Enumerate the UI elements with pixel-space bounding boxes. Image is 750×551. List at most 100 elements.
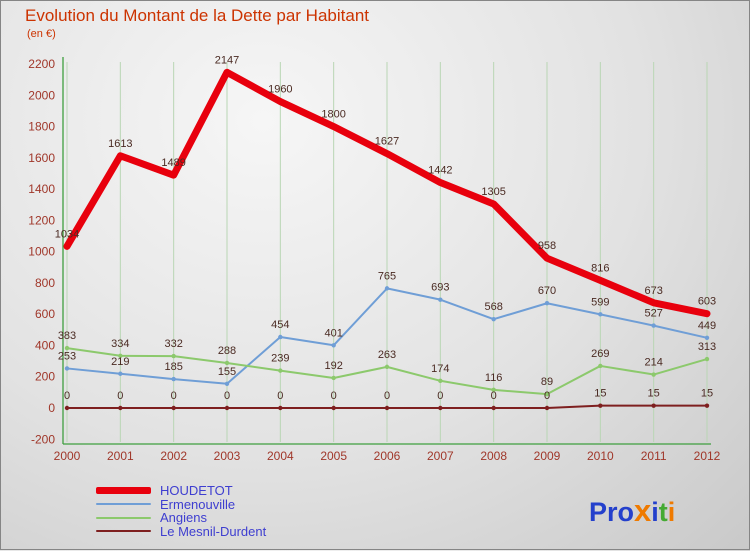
legend-item: HOUDETOT [96,484,266,498]
legend-line-sample [96,487,151,495]
svg-text:0: 0 [331,390,337,402]
svg-text:0: 0 [171,390,177,402]
proxiti-logo-letter: r [607,497,618,527]
legend-item: Ermenouville [96,498,266,512]
svg-text:0: 0 [491,390,497,402]
svg-text:155: 155 [218,366,236,378]
svg-text:253: 253 [58,350,76,362]
svg-text:1800: 1800 [321,109,345,121]
svg-text:1627: 1627 [375,136,399,148]
svg-text:693: 693 [431,282,449,294]
legend-label: Le Mesnil-Durdent [160,523,267,539]
svg-text:1034: 1034 [55,228,79,240]
svg-text:116: 116 [485,372,503,384]
svg-text:400: 400 [35,338,55,352]
svg-text:174: 174 [431,363,449,375]
svg-text:0: 0 [224,390,230,402]
svg-text:2000: 2000 [54,449,81,463]
svg-text:383: 383 [58,330,76,342]
svg-text:527: 527 [644,308,662,320]
svg-text:765: 765 [378,270,396,282]
chart-subtitle: (en €) [27,28,56,40]
svg-text:0: 0 [277,390,283,402]
svg-text:288: 288 [218,345,236,357]
svg-text:0: 0 [437,390,443,402]
svg-text:1000: 1000 [28,245,55,259]
legend-label: Ermenouville [160,496,236,512]
svg-text:1960: 1960 [268,84,292,96]
svg-text:2010: 2010 [587,449,614,463]
svg-text:454: 454 [271,319,289,331]
svg-text:670: 670 [538,285,556,297]
proxiti-logo: Proxiti [589,493,675,529]
legend-item: Angiens [96,511,266,525]
proxiti-logo-letter: x [634,493,652,528]
svg-text:2003: 2003 [214,449,241,463]
svg-text:2002: 2002 [160,449,187,463]
legend-label: Angiens [160,510,207,526]
proxiti-logo-letter: o [617,497,635,527]
svg-text:1800: 1800 [28,120,55,134]
chart-title: Evolution du Montant de la Dette par Hab… [25,6,369,25]
svg-text:2008: 2008 [480,449,507,463]
svg-text:15: 15 [701,388,713,400]
svg-text:958: 958 [538,240,556,252]
svg-text:2006: 2006 [374,449,401,463]
proxiti-logo-letter: i [651,497,659,527]
svg-text:800: 800 [35,276,55,290]
svg-text:673: 673 [644,285,662,297]
svg-text:1442: 1442 [428,165,452,177]
svg-text:15: 15 [648,388,660,400]
svg-text:334: 334 [111,338,129,350]
svg-text:568: 568 [484,301,502,313]
svg-text:816: 816 [591,262,609,274]
svg-text:2004: 2004 [267,449,294,463]
svg-text:2001: 2001 [107,449,134,463]
svg-text:401: 401 [324,327,342,339]
svg-text:2005: 2005 [320,449,347,463]
svg-text:1489: 1489 [161,157,185,169]
proxiti-logo-letter: i [667,497,676,527]
legend-line-sample [96,530,151,533]
svg-text:2012: 2012 [694,449,721,463]
svg-text:599: 599 [591,296,609,308]
svg-text:2011: 2011 [641,449,667,463]
svg-text:449: 449 [698,320,716,332]
svg-text:192: 192 [324,360,342,372]
svg-text:0: 0 [384,390,390,402]
svg-text:269: 269 [591,348,609,360]
legend-line-sample [96,503,151,506]
svg-text:0: 0 [48,401,55,415]
svg-text:0: 0 [117,390,123,402]
proxiti-logo-letter: t [658,497,668,527]
svg-text:15: 15 [594,388,606,400]
legend-item: Le Mesnil-Durdent [96,525,266,539]
svg-text:1200: 1200 [28,213,55,227]
legend-line-sample [96,516,151,519]
svg-text:600: 600 [35,307,55,321]
svg-text:1613: 1613 [108,138,132,150]
proxiti-logo-letter: P [589,497,608,527]
svg-text:1400: 1400 [28,182,55,196]
svg-text:185: 185 [164,361,182,373]
svg-text:200: 200 [35,370,55,384]
svg-text:219: 219 [111,356,129,368]
svg-text:263: 263 [378,349,396,361]
svg-text:239: 239 [271,353,289,365]
svg-text:2000: 2000 [28,88,55,102]
legend-label: HOUDETOT [160,483,233,499]
svg-text:1600: 1600 [28,151,55,165]
svg-text:-200: -200 [31,432,55,446]
svg-text:89: 89 [541,376,553,388]
svg-text:214: 214 [644,357,662,369]
svg-text:603: 603 [698,296,716,308]
legend: HOUDETOT Ermenouville Angiens Le Mesnil-… [96,484,266,538]
svg-text:0: 0 [64,390,70,402]
svg-text:2009: 2009 [534,449,561,463]
svg-text:0: 0 [544,390,550,402]
svg-text:2147: 2147 [215,54,239,66]
svg-text:2007: 2007 [427,449,454,463]
svg-text:313: 313 [698,341,716,353]
